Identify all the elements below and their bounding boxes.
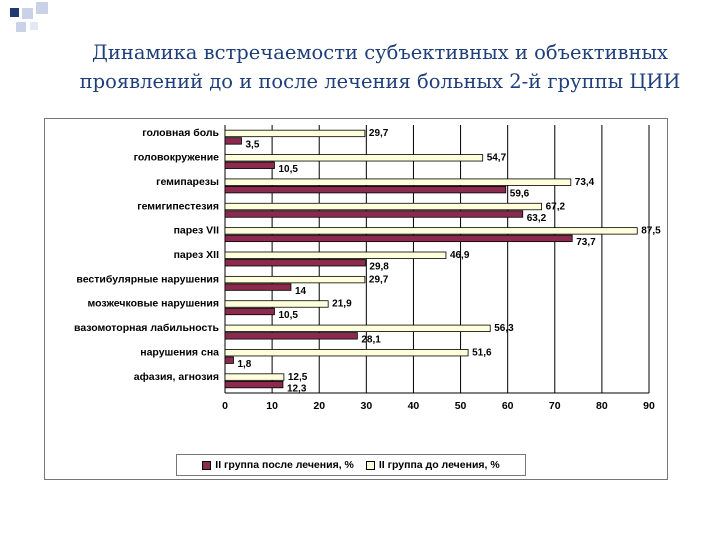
x-tick-label: 40 xyxy=(408,400,420,412)
category-label: вестибулярные нарушения xyxy=(76,273,219,285)
value-label-before: 54,7 xyxy=(487,153,507,164)
value-label-after: 28,1 xyxy=(361,335,381,346)
corner-square-3 xyxy=(36,2,48,14)
value-label-before: 87,5 xyxy=(641,226,661,237)
legend-swatch-before xyxy=(365,460,375,470)
x-tick-label: 0 xyxy=(222,400,228,412)
value-label-after: 1,8 xyxy=(237,359,251,370)
legend-label-before: II группа до лечения, % xyxy=(378,459,500,471)
x-tick-label: 20 xyxy=(313,400,325,412)
category-label: вазомоторная лабильность xyxy=(74,322,220,334)
x-tick-label: 10 xyxy=(266,400,278,412)
bar-after xyxy=(224,259,366,267)
value-label-after: 3,5 xyxy=(245,140,259,151)
bar-after xyxy=(224,137,242,145)
bar-before xyxy=(224,227,638,235)
legend-swatch-after xyxy=(202,460,212,470)
x-tick-label: 90 xyxy=(643,400,655,412)
category-label: парез VII xyxy=(174,225,219,237)
x-tick-label: 50 xyxy=(455,400,467,412)
bar-before xyxy=(224,251,447,259)
value-label-after: 12,3 xyxy=(287,383,307,394)
slide-title-line-2: проявлений до и после лечения больных 2-… xyxy=(79,70,681,93)
bar-before xyxy=(224,154,484,162)
value-label-before: 12,5 xyxy=(288,372,308,383)
bar-after xyxy=(224,380,284,389)
bar-chart: 0 10 20 30 40 50 60 70 80 90 головная боль 29,7 3,5 г… xyxy=(74,125,661,412)
value-label-after: 10,5 xyxy=(278,164,298,175)
corner-decoration xyxy=(10,2,48,32)
corner-square-2 xyxy=(22,8,33,19)
category-label: парез XII xyxy=(174,249,219,261)
bar-after xyxy=(224,186,507,194)
chart-legend: II группа после лечения, % II группа до … xyxy=(176,454,526,476)
value-label-before: 56,3 xyxy=(494,323,514,334)
bar-before xyxy=(224,349,469,357)
value-label-before: 21,9 xyxy=(332,299,352,310)
category-label: афазия, агнозия xyxy=(134,371,219,383)
value-label-after: 14 xyxy=(295,286,307,297)
bar-before xyxy=(224,324,491,332)
legend-item-before: II группа до лечения, % xyxy=(365,459,500,471)
bar-before xyxy=(224,275,366,284)
slide-title-line-1: Динамика встречаемости субъективных и об… xyxy=(91,41,669,64)
category-label: головокружение xyxy=(134,152,220,164)
bar-after xyxy=(224,210,524,218)
legend-label-after: II группа после лечения, % xyxy=(215,459,354,471)
value-label-before: 51,6 xyxy=(472,347,492,358)
category-label: мозжечковые нарушения xyxy=(88,298,220,310)
category-label: гемипарезы xyxy=(156,176,219,188)
bar-after xyxy=(224,307,275,316)
chart-frame: 0 10 20 30 40 50 60 70 80 90 головная боль 29,7 3,5 г… xyxy=(44,118,668,480)
bar-after xyxy=(224,356,234,364)
category-label: нарушения сна xyxy=(140,346,219,358)
bar-after xyxy=(224,332,358,340)
value-label-after: 59,6 xyxy=(510,188,530,199)
bar-before xyxy=(224,373,285,381)
value-label-after: 10,5 xyxy=(278,310,298,321)
value-label-after: 63,2 xyxy=(527,213,547,224)
bar-before xyxy=(224,129,366,138)
corner-square-4 xyxy=(16,22,26,32)
value-label-before: 46,9 xyxy=(450,250,470,261)
bar-before xyxy=(224,202,542,211)
bar-before xyxy=(224,178,572,186)
corner-square-5 xyxy=(30,22,38,30)
x-tick-label: 60 xyxy=(502,400,514,412)
value-label-before: 29,7 xyxy=(369,128,389,139)
value-label-after: 29,8 xyxy=(369,262,389,273)
category-label: гемигипестезия xyxy=(137,200,219,212)
value-label-before: 29,7 xyxy=(369,274,389,285)
bar-after xyxy=(224,234,573,243)
bar-after xyxy=(224,161,275,169)
bar-before xyxy=(224,300,329,308)
slide-title: Динамика встречаемости субъективных и об… xyxy=(40,38,720,96)
x-tick-label: 30 xyxy=(360,400,372,412)
value-label-after: 73,7 xyxy=(576,237,596,248)
corner-square-1 xyxy=(10,8,19,17)
value-label-before: 67,2 xyxy=(546,201,566,212)
bar-after xyxy=(224,283,292,291)
category-label: головная боль xyxy=(142,127,219,139)
x-tick-label: 70 xyxy=(549,400,561,412)
x-tick-label: 80 xyxy=(596,400,608,412)
value-label-before: 73,4 xyxy=(575,177,595,188)
legend-item-after: II группа после лечения, % xyxy=(202,459,354,471)
